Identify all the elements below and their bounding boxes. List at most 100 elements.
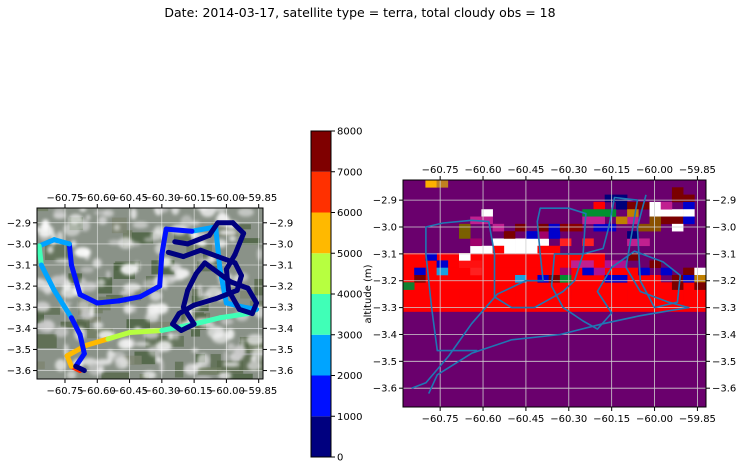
cloud-cell — [604, 274, 617, 283]
terrain-patch — [233, 224, 251, 230]
cloud-cell — [694, 289, 706, 298]
cloud-cell — [571, 260, 583, 268]
flight-track-segment — [68, 315, 83, 338]
colorbar-segment — [311, 334, 331, 376]
terrain-patch — [238, 238, 260, 245]
flight-track-segment — [191, 296, 219, 308]
cloud-cell — [582, 282, 594, 290]
cloud-cell — [582, 274, 594, 283]
cloud-cell — [436, 267, 449, 276]
cloud-cell — [683, 267, 695, 276]
terrain-patch — [84, 316, 101, 323]
cloud-puff — [133, 261, 141, 272]
cloud-cell — [548, 260, 561, 268]
cloud-cell — [649, 223, 662, 232]
cloud-puff — [218, 371, 232, 379]
cloud-cell — [627, 289, 639, 298]
cloud-cell — [627, 304, 639, 312]
flight-track-segment — [228, 279, 251, 291]
cloud-cell — [582, 289, 594, 298]
cloud-puff — [225, 328, 235, 340]
right-xtick-label-top: −60.00 — [636, 165, 673, 176]
terrain-patch — [122, 355, 142, 365]
cloud-puff — [96, 278, 106, 287]
cloud-cell — [593, 296, 605, 305]
flight-track-segment — [230, 220, 247, 236]
flight-track-segment — [77, 292, 100, 306]
terrain-patch — [225, 373, 253, 379]
cloud-cell — [582, 238, 594, 247]
colorbar-segment — [311, 253, 331, 294]
cloud-cell — [593, 260, 605, 268]
cloud-cell — [503, 253, 516, 261]
cloud-cell — [526, 289, 538, 298]
cloud-cell — [459, 260, 471, 268]
cloud-cell — [627, 238, 639, 247]
cloud-cell — [526, 245, 538, 254]
flight-track-segment — [223, 266, 232, 293]
cloud-cell — [403, 274, 415, 283]
cloud-puff — [47, 245, 54, 254]
cloud-puff — [197, 284, 202, 299]
cloud-puff — [193, 376, 212, 379]
flight-track-segment — [163, 226, 195, 234]
colorbar-tick-label: 8000 — [337, 127, 362, 138]
cloud-puff — [115, 356, 129, 370]
cloud-cell — [537, 296, 549, 305]
flight-track-segment — [206, 220, 221, 238]
cloud-cell — [470, 267, 482, 276]
cloud-cell — [470, 245, 482, 254]
left-ytick-label-right: −3.5 — [269, 345, 293, 356]
flight-track-segment — [191, 315, 223, 327]
terrain-patch — [87, 304, 103, 314]
terrain-patch — [210, 354, 221, 369]
cloud-cell — [559, 260, 572, 268]
cloud-cell — [649, 274, 662, 283]
cloud-puff — [132, 304, 137, 313]
cloud-puff — [79, 208, 87, 212]
cloud-cell — [660, 209, 673, 217]
cloud-cell — [414, 253, 426, 261]
cloud-cell — [649, 296, 662, 305]
left-xtick-label-bottom: −60.45 — [111, 386, 148, 397]
cloud-puff — [212, 208, 228, 213]
figure-title: Date: 2014-03-17, satellite type = terra… — [164, 5, 555, 20]
cloud-cell — [537, 282, 549, 290]
flight-track-segment — [51, 287, 74, 321]
cloud-cell — [660, 304, 673, 312]
cloud-cell — [649, 289, 662, 298]
cloud-cell — [470, 253, 482, 261]
cloud-cell — [537, 267, 549, 276]
flight-track-segment — [217, 311, 251, 321]
cloud-puff — [174, 268, 190, 279]
cloud-puff — [94, 359, 113, 366]
cloud-puff — [74, 247, 91, 258]
cloud-cell — [537, 231, 549, 239]
right-xtick-label-bottom: −59.85 — [679, 414, 716, 425]
right-ytick-label-right: −3.5 — [712, 357, 736, 368]
cloud-cell — [671, 274, 684, 283]
cloud-cell — [425, 282, 437, 290]
cloud-puff — [77, 300, 90, 312]
cloud-cell — [447, 304, 460, 312]
cloud-cell — [649, 209, 662, 217]
cloud-puff — [37, 301, 50, 312]
left-xtick-label-bottom: −60.60 — [79, 386, 116, 397]
colorbar-segment — [311, 171, 331, 213]
cloud-cell — [515, 223, 527, 232]
cloud-cell — [492, 260, 505, 268]
flight-track-segment — [172, 239, 191, 247]
cloud-puff — [180, 215, 193, 229]
cloud-cell — [683, 216, 695, 225]
cloud-cell — [459, 296, 471, 305]
cloud-cell — [548, 304, 561, 312]
right-ytick-label-left: −2.9 — [373, 196, 397, 207]
cloud-cell — [559, 253, 572, 261]
right-xtick-label-top: −60.60 — [465, 165, 502, 176]
cloud-cell — [571, 282, 583, 290]
cloud-cell — [615, 296, 628, 305]
cloud-puff — [200, 208, 216, 218]
terrain-patch — [37, 309, 44, 324]
flight-track-segment — [51, 237, 72, 247]
